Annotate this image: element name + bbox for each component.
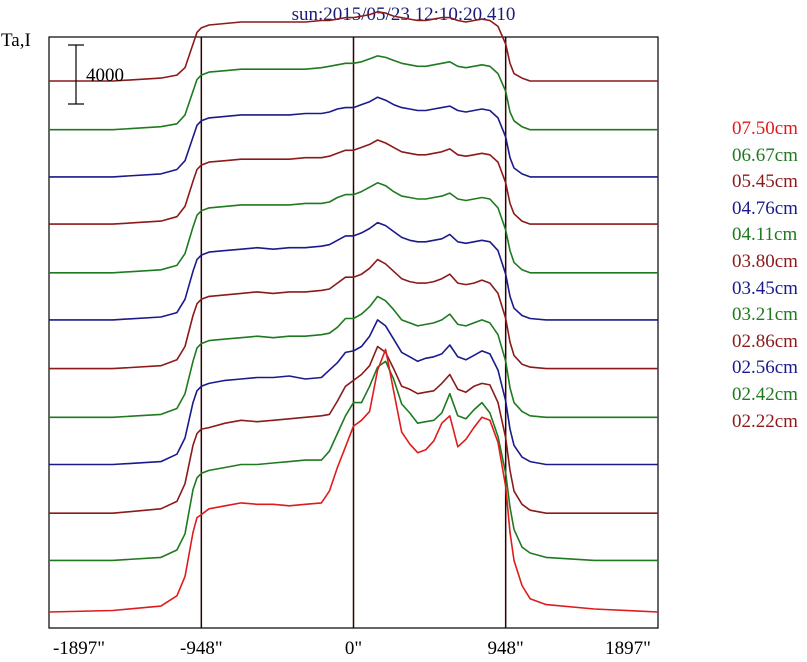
series-layer [48, 10, 659, 613]
series-line-02.56cm [49, 96, 658, 178]
scale-bar: 4000 [68, 44, 124, 105]
legend-item-03.45cm: 03.45cm [732, 277, 798, 299]
x-axis-ticks: -1897" -948" 0" 948" 1897" [53, 638, 651, 659]
x-tick-label-2: 0" [345, 638, 362, 659]
legend-item-06.67cm: 06.67cm [732, 144, 798, 166]
series-line-04.11cm [49, 295, 658, 419]
series-line-07.50cm [48, 348, 659, 613]
chart-title: sun:2015/05/23 12:10:20.410 [291, 4, 516, 25]
scale-bar-label: 4000 [86, 65, 124, 86]
series-line-02.22cm [49, 10, 658, 82]
y-axis-label: Ta,I [1, 30, 31, 51]
series-line-03.45cm [49, 221, 658, 321]
legend-item-02.56cm: 02.56cm [732, 357, 798, 379]
series-line-03.80cm [49, 258, 658, 370]
legend-item-02.42cm: 02.42cm [732, 384, 798, 405]
legend-item-03.80cm: 03.80cm [732, 251, 798, 272]
x-tick-label-3: 948" [488, 638, 524, 659]
legend-item-05.45cm: 05.45cm [732, 171, 798, 193]
series-line-06.67cm [49, 360, 658, 562]
series-line-04.76cm [49, 319, 658, 466]
legend-item-04.11cm: 04.11cm [732, 224, 798, 246]
legend-item-02.86cm: 02.86cm [732, 330, 798, 352]
vertical-reference-lines [200, 37, 507, 628]
series-line-03.21cm [49, 182, 658, 274]
x-tick-label-0: -1897" [53, 638, 105, 659]
legend-item-07.50cm: 07.50cm [732, 118, 798, 139]
legend-item-02.22cm: 02.22cm [732, 410, 798, 432]
series-line-05.45cm [49, 345, 658, 515]
series-line-02.42cm [49, 55, 658, 131]
x-tick-label-1: -948" [180, 638, 223, 659]
legend-item-03.21cm: 03.21cm [732, 304, 798, 326]
legend-item-04.76cm: 04.76cm [732, 197, 798, 219]
series-line-02.86cm [49, 139, 658, 225]
x-tick-label-4: 1897" [605, 638, 651, 659]
